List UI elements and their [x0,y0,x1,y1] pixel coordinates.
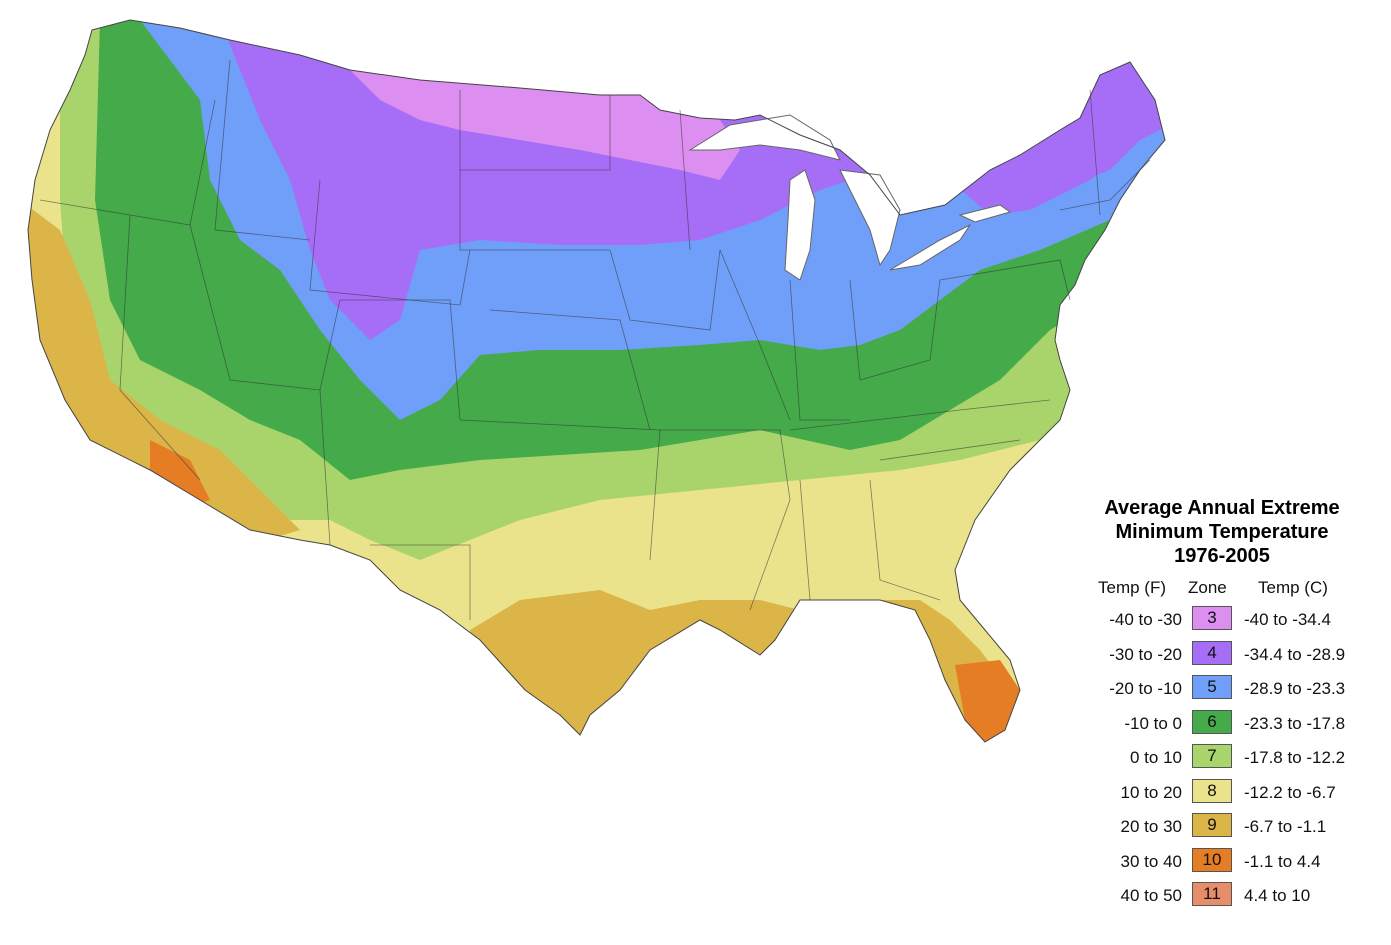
row-temp-c: -1.1 to 4.4 [1244,851,1321,871]
legend-row: 10 to 20 8 -12.2 to -6.7 [1072,777,1372,812]
row-temp-c: -34.4 to -28.9 [1244,644,1346,664]
great-lakes [688,114,1012,281]
legend-row: 30 to 40 10 -1.1 to 4.4 [1072,846,1372,881]
row-temp-f: -20 to -10 [1109,679,1182,698]
zone-swatch: 4 [1192,640,1232,665]
zone-swatch: 5 [1192,675,1232,699]
lake-erie [889,223,972,271]
row-temp-c: -6.7 to -1.1 [1244,817,1327,836]
legend: Average Annual Extreme Minimum Temperatu… [1072,496,1372,915]
row-temp-f: 30 to 40 [1120,851,1182,871]
row-temp-c: -12.2 to -6.7 [1244,782,1336,802]
header-temp-c: Temp (C) [1258,578,1328,597]
legend-row: 0 to 10 7 -17.8 to -12.2 [1072,742,1372,777]
row-temp-f: 20 to 30 [1120,817,1182,836]
legend-title-line-3: 1976-2005 [1174,545,1270,567]
zone-swatch: 6 [1192,709,1232,734]
row-temp-f: 0 to 10 [1130,748,1182,767]
row-temp-f: -30 to -20 [1109,644,1182,664]
legend-header: Temp (F) Zone Temp (C) [1072,578,1372,604]
row-temp-f: 10 to 20 [1120,782,1182,802]
header-zone: Zone [1188,578,1227,597]
legend-rows: -40 to -30 3 -40 to -34.4 -30 to -20 4 -34.4… [1072,604,1372,915]
legend-row: -30 to -20 4 -34.4 to -28.9 [1072,639,1372,674]
lake-huron [839,169,901,267]
zone-4-northeast [1000,60,1150,200]
lake-superior [688,114,841,161]
row-temp-f: 40 to 50 [1120,886,1182,905]
legend-row: -40 to -30 3 -40 to -34.4 [1072,604,1372,639]
legend-row: 20 to 30 9 -6.7 to -1.1 [1072,811,1372,846]
legend-row: -10 to 0 6 -23.3 to -17.8 [1072,708,1372,743]
row-temp-f: -10 to 0 [1124,713,1182,733]
row-temp-f: -40 to -30 [1109,610,1182,629]
row-temp-c: -23.3 to -17.8 [1244,713,1346,733]
row-temp-c: -28.9 to -23.3 [1244,679,1346,698]
row-temp-c: -40 to -34.4 [1244,610,1331,629]
header-temp-f: Temp (F) [1098,578,1166,597]
legend-row: 40 to 50 11 4.4 to 10 [1072,880,1372,915]
legend-row: -20 to -10 5 -28.9 to -23.3 [1072,673,1372,708]
zone-swatch: 3 [1192,606,1232,630]
zone-swatch: 8 [1192,778,1232,803]
us-outline [27,19,1166,743]
legend-title-line-2: Minimum Temperature [1115,521,1329,543]
zone-10-florida [955,660,1020,742]
state-borders [39,59,1151,620]
row-temp-c: -17.8 to -12.2 [1244,748,1346,767]
zone-swatch: 11 [1192,882,1232,906]
zone-swatch: 10 [1192,847,1232,872]
zone-swatch: 7 [1192,744,1232,768]
zone-9-gulf [470,590,1010,742]
legend-title-line-1: Average Annual Extreme [1104,497,1340,519]
lake-ontario [958,204,1012,223]
row-temp-c: 4.4 to 10 [1244,886,1311,905]
zone-swatch: 9 [1192,813,1232,837]
lake-michigan [784,169,816,281]
